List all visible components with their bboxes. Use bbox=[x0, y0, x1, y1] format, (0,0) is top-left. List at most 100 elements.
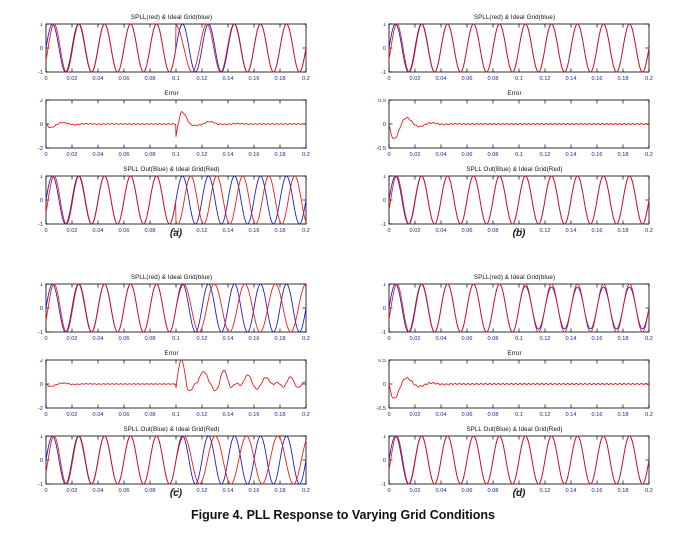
svg-text:0.06: 0.06 bbox=[462, 412, 473, 418]
svg-text:0.2: 0.2 bbox=[302, 152, 310, 158]
svg-text:0.06: 0.06 bbox=[462, 336, 473, 342]
svg-text:0.2: 0.2 bbox=[302, 76, 310, 82]
svg-text:0.08: 0.08 bbox=[145, 336, 156, 342]
svg-text:0.06: 0.06 bbox=[119, 228, 130, 234]
svg-text:0.06: 0.06 bbox=[462, 488, 473, 494]
svg-text:-0.5: -0.5 bbox=[376, 146, 386, 152]
svg-text:0.02: 0.02 bbox=[410, 228, 421, 234]
svg-text:0.14: 0.14 bbox=[566, 228, 577, 234]
svg-text:0.2: 0.2 bbox=[302, 336, 310, 342]
svg-text:0: 0 bbox=[44, 336, 47, 342]
svg-text:0.12: 0.12 bbox=[540, 412, 551, 418]
svg-text:0: 0 bbox=[44, 488, 47, 494]
svg-text:0.02: 0.02 bbox=[410, 76, 421, 82]
svg-text:0.06: 0.06 bbox=[462, 76, 473, 82]
svg-text:0.06: 0.06 bbox=[119, 488, 130, 494]
plot-area: 1 0 -1 0 0.02 0.04 0.06 0.08 0.1 0.12 0.14 0.16 0.18… bbox=[0, 175, 324, 237]
svg-text:0: 0 bbox=[44, 152, 47, 158]
svg-text:0.16: 0.16 bbox=[592, 76, 603, 82]
svg-text:0.14: 0.14 bbox=[223, 228, 234, 234]
panel-label: (a) bbox=[169, 228, 183, 239]
plot-area: 1 0 -1 0 0.02 0.04 0.06 0.08 0.1 0.12 0.14 0.16 0.18… bbox=[343, 283, 667, 345]
svg-text:0.02: 0.02 bbox=[67, 228, 78, 234]
svg-text:0.2: 0.2 bbox=[302, 228, 310, 234]
subplot-error: Error 2 0 -2 0 0.02 0.04 0.06 0.08 0.1 0.12 0.14 0.1… bbox=[0, 90, 343, 158]
svg-text:-1: -1 bbox=[38, 330, 43, 336]
svg-text:0.08: 0.08 bbox=[145, 152, 156, 158]
svg-text:0.1: 0.1 bbox=[515, 76, 523, 82]
plot-area: 2 0 -2 0 0.02 0.04 0.06 0.08 0.1 0.12 0.14 0.16 0.18… bbox=[0, 359, 324, 421]
svg-text:0: 0 bbox=[387, 228, 390, 234]
svg-text:0.2: 0.2 bbox=[302, 488, 310, 494]
subplot-signal: SPLL(red) & Ideal Grid(blue) 1 0 -1 0 0.02 0.0… bbox=[343, 14, 686, 82]
svg-text:0.12: 0.12 bbox=[540, 228, 551, 234]
plot-area: 1 0 -1 0 0.02 0.04 0.06 0.08 0.1 0.12 0.14 0.16 0.18… bbox=[343, 23, 667, 85]
svg-text:0.18: 0.18 bbox=[275, 76, 286, 82]
svg-text:0.1: 0.1 bbox=[172, 412, 180, 418]
series-line bbox=[388, 116, 650, 139]
svg-text:0: 0 bbox=[387, 336, 390, 342]
svg-text:0: 0 bbox=[387, 76, 390, 82]
svg-text:-2: -2 bbox=[38, 146, 43, 152]
subplot-output: SPLL Out(Blue) & Ideal Grid(Red) 1 0 -1 0 0.0… bbox=[343, 166, 686, 234]
subplot-title: SPLL(red) & Ideal Grid(blue) bbox=[473, 274, 556, 281]
svg-text:0: 0 bbox=[44, 412, 47, 418]
svg-text:0.1: 0.1 bbox=[172, 336, 180, 342]
svg-text:0.18: 0.18 bbox=[275, 228, 286, 234]
svg-text:-0.5: -0.5 bbox=[376, 406, 386, 412]
svg-text:0.1: 0.1 bbox=[515, 412, 523, 418]
svg-text:0.08: 0.08 bbox=[145, 412, 156, 418]
svg-text:0.06: 0.06 bbox=[119, 336, 130, 342]
series-line bbox=[45, 23, 307, 73]
svg-text:-1: -1 bbox=[381, 70, 386, 76]
svg-text:1: 1 bbox=[40, 435, 43, 440]
svg-text:2: 2 bbox=[40, 99, 43, 104]
svg-text:0.16: 0.16 bbox=[592, 228, 603, 234]
svg-text:0.18: 0.18 bbox=[618, 336, 629, 342]
svg-text:0: 0 bbox=[44, 76, 47, 82]
series-line bbox=[388, 435, 650, 485]
svg-text:0: 0 bbox=[387, 152, 390, 158]
svg-text:0.04: 0.04 bbox=[436, 336, 447, 342]
svg-text:0.04: 0.04 bbox=[436, 488, 447, 494]
panel-label: (b) bbox=[512, 228, 526, 239]
svg-text:0.04: 0.04 bbox=[93, 76, 104, 82]
svg-text:0.5: 0.5 bbox=[378, 99, 386, 104]
svg-text:0.02: 0.02 bbox=[410, 488, 421, 494]
svg-text:-1: -1 bbox=[381, 222, 386, 228]
subplot-title: Error bbox=[507, 350, 522, 357]
svg-text:1: 1 bbox=[383, 283, 386, 288]
svg-text:1: 1 bbox=[40, 23, 43, 28]
series-line bbox=[45, 359, 307, 392]
svg-text:0.14: 0.14 bbox=[223, 412, 234, 418]
svg-text:0.16: 0.16 bbox=[592, 152, 603, 158]
svg-text:1: 1 bbox=[383, 175, 386, 180]
svg-text:0.04: 0.04 bbox=[436, 412, 447, 418]
svg-text:0.1: 0.1 bbox=[515, 336, 523, 342]
svg-text:0.18: 0.18 bbox=[275, 412, 286, 418]
svg-text:0.1: 0.1 bbox=[172, 488, 180, 494]
svg-text:0: 0 bbox=[383, 306, 386, 312]
svg-text:0.12: 0.12 bbox=[197, 336, 208, 342]
series-line bbox=[45, 175, 307, 225]
svg-text:0.08: 0.08 bbox=[488, 76, 499, 82]
svg-text:0.18: 0.18 bbox=[618, 152, 629, 158]
svg-text:0.18: 0.18 bbox=[618, 412, 629, 418]
svg-text:0.1: 0.1 bbox=[515, 228, 523, 234]
svg-text:-1: -1 bbox=[381, 482, 386, 488]
svg-text:0.1: 0.1 bbox=[172, 228, 180, 234]
svg-text:0.16: 0.16 bbox=[592, 488, 603, 494]
subplot-output: SPLL Out(Blue) & Ideal Grid(Red) 1 0 -1 0 0.0… bbox=[0, 426, 343, 494]
svg-text:0: 0 bbox=[40, 46, 43, 52]
panel-label: (d) bbox=[512, 488, 526, 499]
svg-text:0: 0 bbox=[387, 412, 390, 418]
series-line bbox=[388, 23, 650, 73]
svg-text:0.02: 0.02 bbox=[410, 412, 421, 418]
svg-text:0: 0 bbox=[383, 198, 386, 204]
plot-area: 1 0 -1 0 0.02 0.04 0.06 0.08 0.1 0.12 0.14 0.16 0.18… bbox=[0, 283, 324, 345]
svg-text:0.04: 0.04 bbox=[93, 412, 104, 418]
svg-text:0.04: 0.04 bbox=[436, 228, 447, 234]
svg-text:0.18: 0.18 bbox=[275, 488, 286, 494]
svg-text:0.16: 0.16 bbox=[592, 412, 603, 418]
subplot-title: SPLL(red) & Ideal Grid(blue) bbox=[130, 14, 213, 21]
